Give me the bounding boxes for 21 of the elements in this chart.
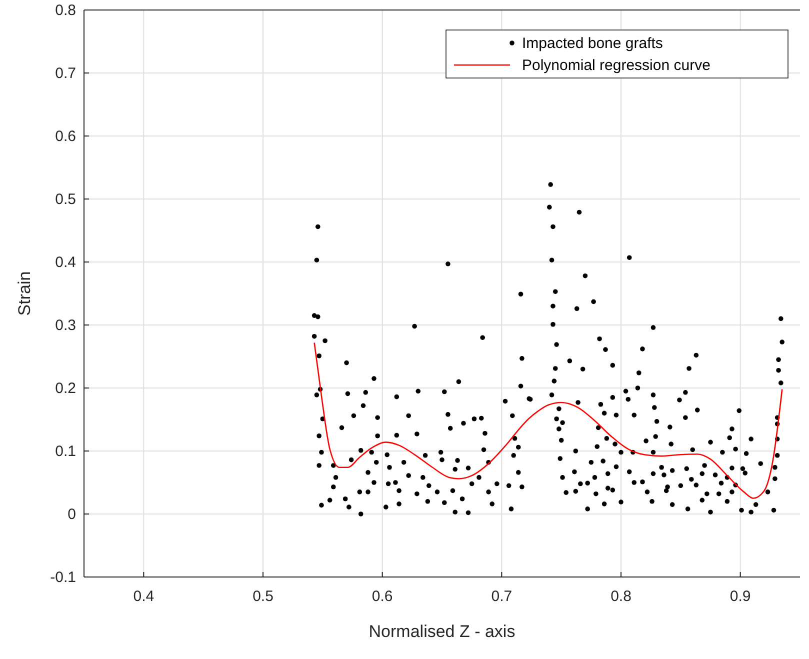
- y-tick-label: 0.1: [55, 443, 76, 460]
- y-axis-title: Strain: [15, 271, 34, 316]
- y-tick-label: 0.4: [55, 254, 76, 271]
- y-tick-label: -0.1: [50, 569, 76, 586]
- x-tick-label: 0.8: [610, 588, 632, 605]
- x-tick-label: 0.4: [133, 588, 154, 605]
- x-axis-title: Normalised Z - axis: [368, 622, 516, 641]
- x-tick-label: 0.7: [491, 588, 512, 605]
- x-tick-label: 0.9: [730, 588, 751, 605]
- y-tick-label: 0.5: [55, 191, 76, 208]
- y-tick-label: 0.2: [55, 380, 76, 397]
- y-tick-label: 0.7: [55, 65, 76, 82]
- y-tick-label: 0.8: [55, 2, 76, 19]
- legend-label: Impacted bone grafts: [522, 35, 663, 52]
- legend-label: Polynomial regression curve: [522, 57, 710, 74]
- y-tick-label: 0.3: [55, 317, 76, 334]
- y-tick-label: 0: [68, 506, 76, 523]
- x-tick-label: 0.6: [372, 588, 393, 605]
- x-tick-label: 0.5: [252, 588, 274, 605]
- y-tick-label: 0.6: [55, 128, 76, 145]
- line-series: [314, 342, 783, 499]
